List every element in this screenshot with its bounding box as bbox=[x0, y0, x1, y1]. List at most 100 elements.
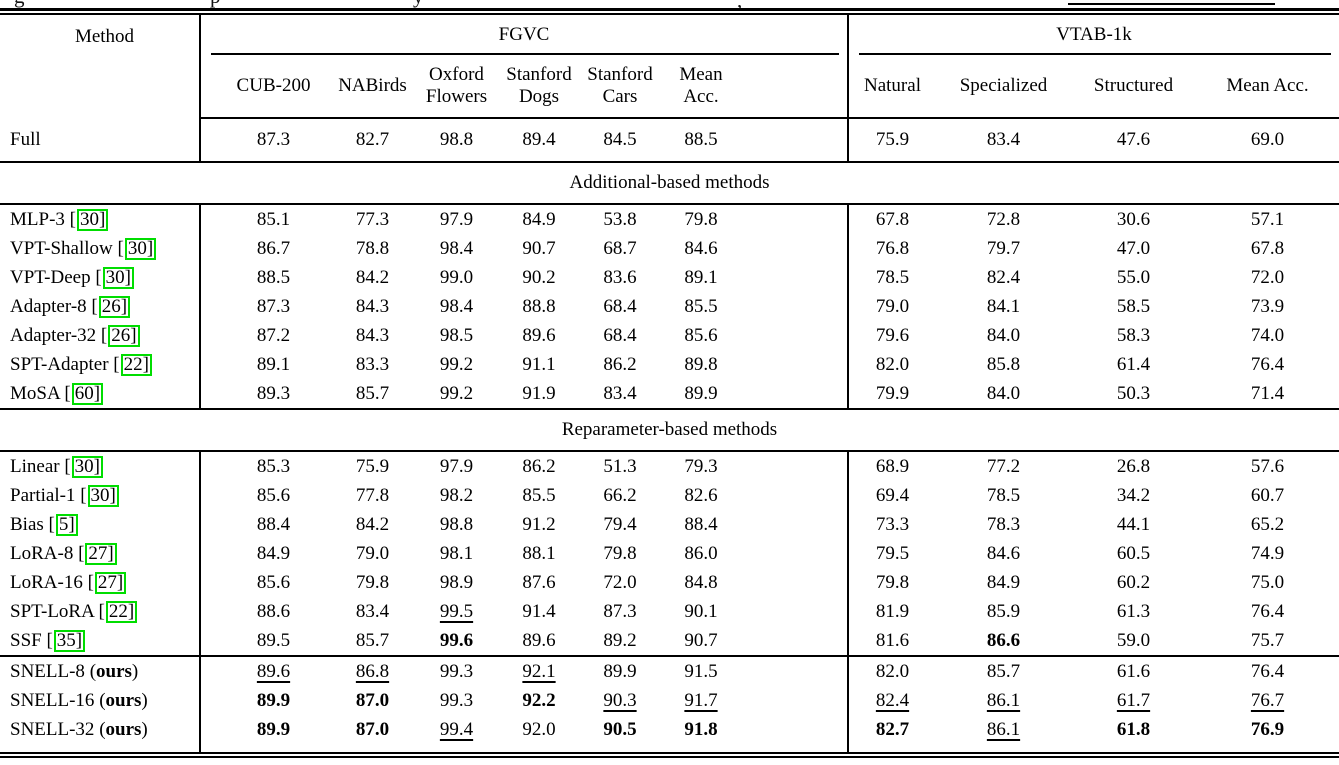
method-cell: LoRA-16 [27] bbox=[0, 568, 200, 597]
method-name: Linear bbox=[10, 455, 60, 477]
value-cell: 83.6 bbox=[580, 263, 660, 292]
method-cell: MoSA [60] bbox=[0, 379, 200, 409]
value-cell: 79.0 bbox=[847, 292, 936, 321]
value-cell: 79.3 bbox=[660, 451, 848, 481]
method-name: Full bbox=[10, 128, 41, 150]
value-cell: 89.6 bbox=[498, 626, 580, 656]
citation-link[interactable]: 30] bbox=[124, 237, 157, 260]
citation-link[interactable]: 30] bbox=[102, 266, 134, 289]
value: 84.2 bbox=[355, 266, 390, 288]
value-cell: 83.4 bbox=[936, 118, 1071, 162]
value: 89.1 bbox=[256, 353, 291, 375]
value-cell: 89.3 bbox=[199, 379, 330, 409]
value-cell: 57.6 bbox=[1196, 451, 1339, 481]
value-cell: 97.9 bbox=[415, 451, 498, 481]
table-row-lora-8: LoRA-8 [27] 84.9 79.0 98.1 88.1 79.8 86.0 79.5 8… bbox=[0, 539, 1339, 568]
citation-link[interactable]: 27] bbox=[94, 571, 127, 594]
value-cell: 76.7 bbox=[1196, 686, 1339, 715]
section-title: Additional-based methods bbox=[0, 161, 1339, 205]
value: 61.3 bbox=[1116, 600, 1151, 622]
value: 76.9 bbox=[1250, 718, 1285, 740]
value: 60.2 bbox=[1116, 571, 1151, 593]
value-cell: 89.5 bbox=[199, 626, 330, 656]
value-cell: 91.1 bbox=[498, 350, 580, 379]
value: 79.8 bbox=[603, 542, 637, 564]
value: 47.0 bbox=[1116, 237, 1151, 259]
method-name: Adapter-8 bbox=[10, 295, 87, 317]
citation-link[interactable]: 30] bbox=[76, 208, 109, 231]
citation-link[interactable]: 60] bbox=[71, 382, 104, 405]
value: 87.3 bbox=[256, 295, 291, 317]
value: 88.6 bbox=[256, 600, 291, 622]
value: 85.6 bbox=[256, 484, 291, 506]
table-row-full: Full 87.3 82.7 98.8 89.4 84.5 88.5 75.9 83.4 47.6… bbox=[0, 118, 1339, 162]
column-header-stanford-dogs: Stanford Dogs bbox=[498, 55, 580, 119]
value-cell: 75.9 bbox=[330, 451, 415, 481]
value-cell: 91.5 bbox=[660, 655, 848, 686]
value-cell: 72.8 bbox=[936, 204, 1071, 234]
citation-link[interactable]: 30] bbox=[87, 484, 119, 507]
value-cell: 55.0 bbox=[1071, 263, 1196, 292]
value: 79.8 bbox=[684, 208, 718, 230]
citation-link[interactable]: 35] bbox=[53, 629, 86, 652]
citation-link[interactable]: 30] bbox=[71, 455, 103, 478]
value: 82.4 bbox=[875, 689, 910, 711]
value: 89.8 bbox=[684, 353, 718, 375]
citation-link[interactable]: 22] bbox=[120, 353, 152, 376]
value-cell: 61.6 bbox=[1071, 655, 1196, 686]
value: 34.2 bbox=[1116, 484, 1151, 506]
value-cell: 84.9 bbox=[199, 539, 330, 568]
value: 90.7 bbox=[522, 237, 556, 259]
value: 98.1 bbox=[439, 542, 474, 564]
value: 89.9 bbox=[684, 382, 718, 404]
value-cell: 90.7 bbox=[498, 234, 580, 263]
citation-link[interactable]: 27] bbox=[85, 542, 117, 565]
value: 98.4 bbox=[439, 295, 474, 317]
table-row-bias: Bias [5] 88.4 84.2 98.8 91.2 79.4 88.4 73.3 78.3… bbox=[0, 510, 1339, 539]
value: 73.3 bbox=[875, 513, 910, 535]
value: 99.2 bbox=[439, 382, 474, 404]
value: 85.7 bbox=[355, 629, 390, 651]
value: 90.3 bbox=[603, 689, 637, 711]
value-cell: 99.5 bbox=[415, 597, 498, 626]
citation-link[interactable]: 5] bbox=[55, 513, 78, 536]
value: 84.3 bbox=[355, 295, 390, 317]
value-cell: 86.2 bbox=[498, 451, 580, 481]
method-name: LoRA-16 bbox=[10, 571, 83, 593]
citation-link[interactable]: 26] bbox=[98, 295, 131, 318]
citation-link[interactable]: 26] bbox=[108, 324, 140, 347]
column-header-natural-vtab: Natural bbox=[847, 55, 936, 119]
value-cell: 84.6 bbox=[936, 539, 1071, 568]
value-cell: 58.3 bbox=[1071, 321, 1196, 350]
value-cell: 87.3 bbox=[580, 597, 660, 626]
value: 99.2 bbox=[439, 353, 474, 375]
value: 86.6 bbox=[986, 629, 1021, 651]
table-row-snell-32: SNELL-32 (ours) 89.9 87.0 99.4 92.0 90.5 91.8 8… bbox=[0, 715, 1339, 744]
value-cell: 99.0 bbox=[415, 263, 498, 292]
citation-link[interactable]: 22] bbox=[105, 600, 138, 623]
value: 81.6 bbox=[875, 629, 910, 651]
value: 97.9 bbox=[439, 455, 474, 477]
value: 88.4 bbox=[256, 513, 291, 535]
value-cell: 98.4 bbox=[415, 292, 498, 321]
value: 72.8 bbox=[986, 208, 1021, 230]
value: 98.5 bbox=[439, 324, 474, 346]
value: 58.3 bbox=[1116, 324, 1151, 346]
value-cell: 78.5 bbox=[847, 263, 936, 292]
value-cell: 89.9 bbox=[199, 686, 330, 715]
caption-fragment: g bbox=[14, 0, 25, 8]
value-cell: 84.2 bbox=[330, 510, 415, 539]
table-row-mlp-3: MLP-3 [30] 85.1 77.3 97.9 84.9 53.8 79.8 67.8 72… bbox=[0, 204, 1339, 234]
value-cell: 82.7 bbox=[847, 715, 936, 744]
value: 91.2 bbox=[522, 513, 556, 535]
value: 97.9 bbox=[439, 208, 474, 230]
value: 87.6 bbox=[522, 571, 556, 593]
method-cell: Full bbox=[0, 118, 200, 162]
value-cell: 86.0 bbox=[660, 539, 848, 568]
value: 79.4 bbox=[603, 513, 637, 535]
value: 91.1 bbox=[522, 353, 556, 375]
value-cell: 59.0 bbox=[1071, 626, 1196, 656]
value: 90.5 bbox=[603, 718, 637, 740]
value-cell: 92.2 bbox=[498, 686, 580, 715]
value: 79.0 bbox=[875, 295, 910, 317]
